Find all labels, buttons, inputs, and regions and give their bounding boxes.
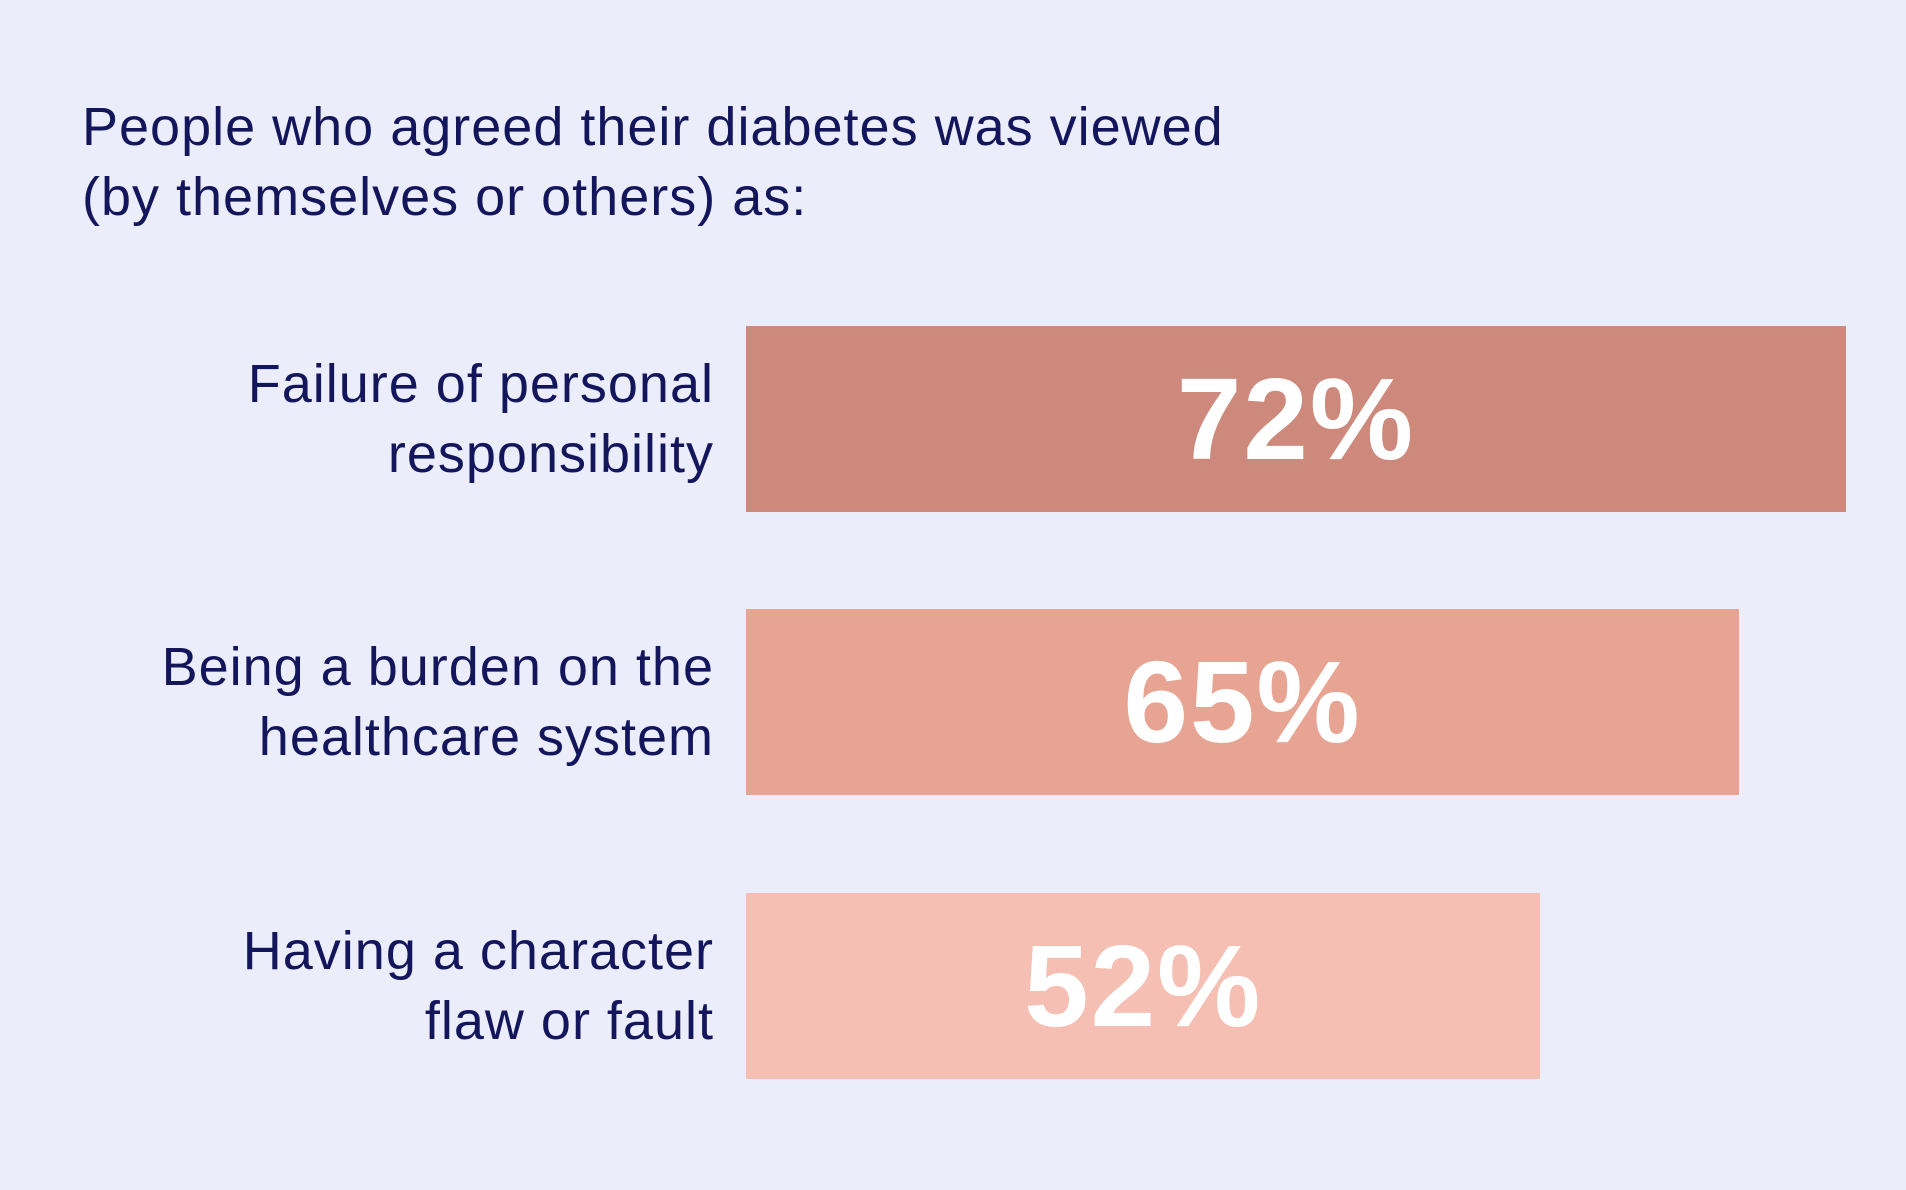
bar-row: Failure of personal responsibility 72% <box>0 326 1906 512</box>
chart-title: People who agreed their diabetes was vie… <box>82 92 1224 232</box>
label-line: flaw or fault <box>424 991 714 1051</box>
title-line-2: (by themselves or others) as: <box>82 167 808 227</box>
title-line-1: People who agreed their diabetes was vie… <box>82 97 1224 157</box>
label-line: healthcare system <box>258 707 714 767</box>
bar-character-flaw-or-fault: 52% <box>746 893 1541 1079</box>
bar-row: Having a character flaw or fault 52% <box>0 893 1906 1079</box>
label-line: Being a burden on the <box>161 637 714 697</box>
category-label: Failure of personal responsibility <box>248 349 714 489</box>
label-line: responsibility <box>387 424 714 484</box>
label-line: Failure of personal <box>247 354 714 414</box>
bar-failure-of-personal-responsibility: 72% <box>746 326 1846 512</box>
data-label: 52% <box>1024 921 1263 1051</box>
bar-row: Being a burden on the healthcare system … <box>0 609 1906 795</box>
label-line: Having a character <box>242 921 714 981</box>
data-label: 65% <box>1123 637 1362 767</box>
category-label: Having a character flaw or fault <box>243 916 714 1056</box>
category-label: Being a burden on the healthcare system <box>162 632 714 772</box>
data-label: 72% <box>1176 354 1416 484</box>
bar-burden-on-healthcare-system: 65% <box>746 609 1740 795</box>
